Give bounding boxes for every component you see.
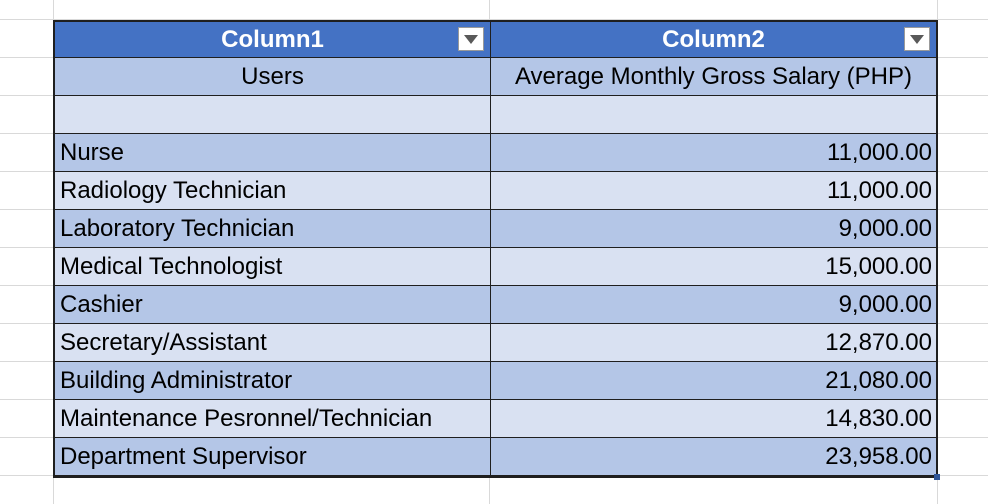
- salary-cell[interactable]: 21,080.00: [491, 362, 936, 400]
- user-cell[interactable]: Medical Technologist: [55, 248, 491, 286]
- table-row: Maintenance Pesronnel/Technician 14,830.…: [55, 400, 936, 438]
- table-row: Laboratory Technician 9,000.00: [55, 210, 936, 248]
- table-header-row: Column1 Column2: [55, 22, 936, 58]
- table-row: Cashier 9,000.00: [55, 286, 936, 324]
- user-cell[interactable]: Building Administrator: [55, 362, 491, 400]
- user-cell[interactable]: Nurse: [55, 134, 491, 172]
- table-row: Secretary/Assistant 12,870.00: [55, 324, 936, 362]
- salary-heading-cell[interactable]: Average Monthly Gross Salary (PHP): [491, 58, 936, 96]
- user-cell[interactable]: Secretary/Assistant: [55, 324, 491, 362]
- table-row: [55, 96, 936, 134]
- column1-header[interactable]: Column1: [55, 22, 491, 58]
- salary-cell[interactable]: 14,830.00: [491, 400, 936, 438]
- salary-cell[interactable]: 11,000.00: [491, 134, 936, 172]
- column2-header-label: Column2: [662, 25, 765, 53]
- user-cell[interactable]: Department Supervisor: [55, 438, 491, 476]
- users-cell[interactable]: Users: [55, 58, 491, 96]
- salary-cell[interactable]: 12,870.00: [491, 324, 936, 362]
- salary-cell[interactable]: 23,958.00: [491, 438, 936, 476]
- column1-filter-button[interactable]: [458, 27, 484, 51]
- table-resize-handle[interactable]: [934, 474, 940, 480]
- column1-header-label: Column1: [221, 25, 324, 53]
- empty-cell[interactable]: [491, 96, 936, 134]
- table-subheader-row: Users Average Monthly Gross Salary (PHP): [55, 58, 936, 96]
- salary-cell[interactable]: 11,000.00: [491, 172, 936, 210]
- salary-cell[interactable]: 9,000.00: [491, 210, 936, 248]
- user-cell[interactable]: Laboratory Technician: [55, 210, 491, 248]
- gridline: [0, 19, 988, 20]
- salary-table: Column1 Column2 Users Average Monthly Gr…: [53, 20, 940, 480]
- table-row: Radiology Technician 11,000.00: [55, 172, 936, 210]
- user-cell[interactable]: Cashier: [55, 286, 491, 324]
- table-row: Medical Technologist 15,000.00: [55, 248, 936, 286]
- table-row: Nurse 11,000.00: [55, 134, 936, 172]
- table-row: Building Administrator 21,080.00: [55, 362, 936, 400]
- chevron-down-icon: [910, 34, 924, 44]
- salary-cell[interactable]: 9,000.00: [491, 286, 936, 324]
- empty-cell[interactable]: [55, 96, 491, 134]
- salary-cell[interactable]: 15,000.00: [491, 248, 936, 286]
- table-row: Department Supervisor 23,958.00: [55, 438, 936, 476]
- user-cell[interactable]: Radiology Technician: [55, 172, 491, 210]
- chevron-down-icon: [464, 34, 478, 44]
- user-cell[interactable]: Maintenance Pesronnel/Technician: [55, 400, 491, 438]
- column2-filter-button[interactable]: [904, 27, 930, 51]
- column2-header[interactable]: Column2: [491, 22, 936, 58]
